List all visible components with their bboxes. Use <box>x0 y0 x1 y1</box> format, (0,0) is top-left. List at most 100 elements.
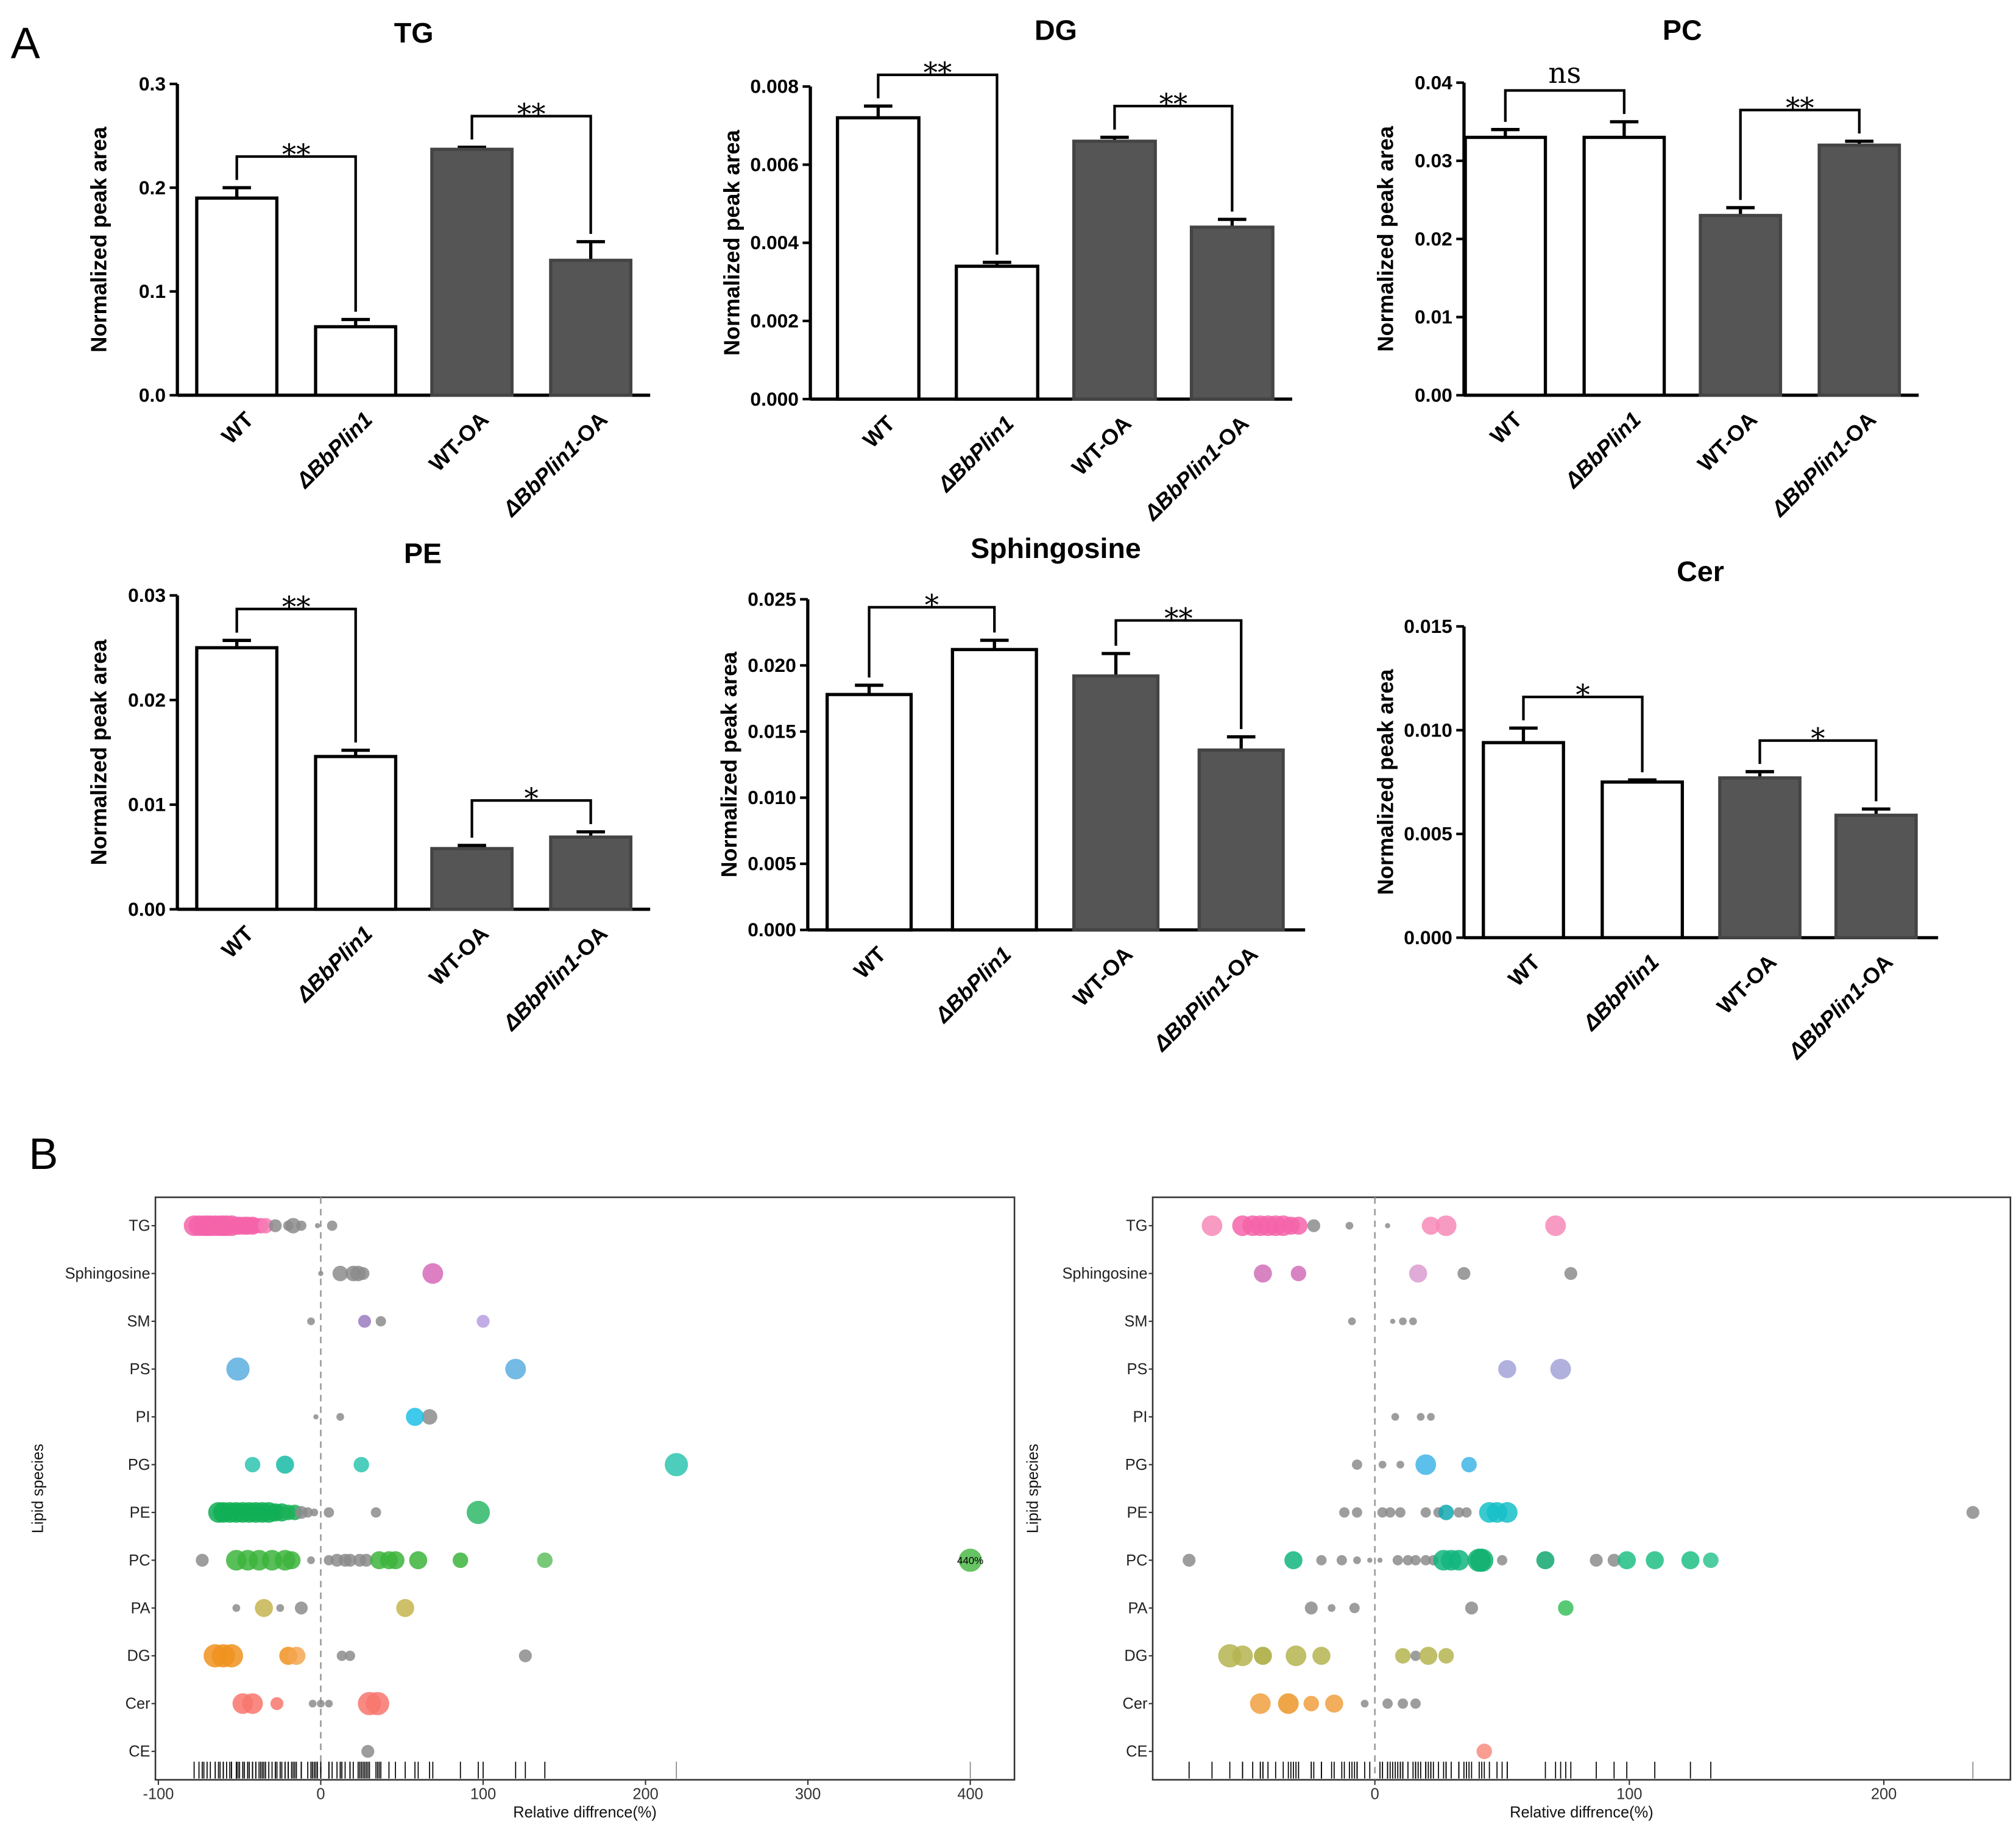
significance-label: ** <box>1786 91 1814 124</box>
bar-wt <box>826 693 913 932</box>
y-tick-label: 0.01 <box>128 794 166 816</box>
data-point-pe <box>1385 1507 1396 1518</box>
x-tick-label-italic: ΔBbPlin1 <box>1577 949 1664 1036</box>
bar-wt <box>195 646 279 911</box>
bar-wt-oa <box>1699 214 1783 397</box>
x-tick-label: 300 <box>795 1786 821 1803</box>
y-axis-label: Normalized peak area <box>719 129 744 355</box>
data-point-pi <box>1417 1413 1425 1421</box>
data-point-pc <box>1410 1555 1421 1566</box>
bar-chart-pc: PC Normalized peak area 0.00 0.01 0.02 0.03 0.… <box>1373 15 1919 522</box>
data-point-dg <box>1410 1650 1421 1661</box>
data-point-pc <box>1536 1551 1555 1570</box>
data-point-pc <box>1284 1551 1303 1570</box>
data-point-cer <box>270 1697 284 1710</box>
data-point-pc <box>1316 1555 1327 1566</box>
data-point-ce <box>361 1745 375 1758</box>
data-point-pe <box>370 1507 381 1518</box>
data-point-sm <box>1348 1317 1356 1326</box>
significance-bracket <box>1504 89 1626 122</box>
data-point-pc <box>1448 1550 1470 1571</box>
data-point-pc <box>537 1552 553 1569</box>
data-point-pa <box>255 1598 274 1617</box>
x-tick-label-italic: ΔBbPlin1 <box>497 436 584 522</box>
y-tick-label: 0.02 <box>1415 228 1452 250</box>
x-tick-label: WT-OA <box>1712 949 1781 1018</box>
y-tick-label: 0.015 <box>1404 615 1452 637</box>
y-tick-label-tg: TG <box>129 1218 150 1235</box>
data-point-pg <box>1351 1459 1362 1470</box>
data-point-pg <box>1378 1461 1387 1469</box>
data-point-pi <box>336 1413 344 1421</box>
y-axis-label: Normalized peak area <box>87 126 111 352</box>
significance-label: ** <box>517 97 546 130</box>
data-point-pc <box>343 1553 357 1567</box>
data-point-cer <box>317 1700 325 1708</box>
y-tick-label-pc: PC <box>129 1552 150 1569</box>
x-tick-label: WT <box>216 921 258 963</box>
data-point-tg <box>296 1220 306 1231</box>
x-tick-label: WT <box>858 411 900 453</box>
significance-label: * <box>524 782 538 815</box>
data-point-pc <box>1618 1551 1636 1570</box>
data-point-tg <box>327 1220 338 1231</box>
y-tick-label: 0.015 <box>748 721 796 743</box>
data-point-tg <box>269 1219 282 1232</box>
x-axis-label: Relative diffrence(%) <box>1510 1804 1653 1821</box>
chart-title: PE <box>404 537 442 569</box>
data-point-pa <box>276 1604 285 1612</box>
bar-delta-bbplin1-oa <box>549 258 633 397</box>
data-point-dg <box>336 1650 347 1661</box>
bar-delta-bbplin1-oa <box>1189 225 1275 401</box>
significance-bracket <box>1739 108 1861 200</box>
y-tick-label-dg: DG <box>127 1648 150 1665</box>
x-axis-label: Relative diffrence(%) <box>513 1804 657 1821</box>
significance-bracket <box>868 605 996 678</box>
data-point-pe <box>466 1500 490 1524</box>
y-tick-label-ce: CE <box>1126 1743 1147 1760</box>
data-point-pa <box>232 1604 241 1612</box>
x-tick-label: 0 <box>1371 1786 1379 1803</box>
y-tick-label-pe: PE <box>1127 1504 1148 1521</box>
data-point-sphingosine <box>1564 1267 1577 1280</box>
y-tick-label: 0.025 <box>748 588 796 610</box>
data-point-cer <box>1303 1695 1319 1712</box>
x-tick-label: WT-OA <box>1692 407 1762 476</box>
significance-bracket <box>235 155 357 312</box>
panel-label-b: B <box>29 1130 58 1179</box>
data-point-dg <box>518 1649 532 1662</box>
data-point-pc <box>409 1551 428 1570</box>
data-point-dg <box>1438 1648 1454 1664</box>
data-point-sm <box>307 1317 315 1326</box>
data-point-sphingosine <box>332 1265 348 1282</box>
data-point-ps <box>1498 1360 1516 1378</box>
data-point-sphingosine <box>318 1271 324 1276</box>
significance-label: ns <box>1548 57 1581 90</box>
bar-wt <box>1463 135 1547 397</box>
data-point-pe <box>1420 1507 1431 1518</box>
data-point-sphingosine <box>1254 1264 1272 1283</box>
y-tick-label: 0.004 <box>750 231 799 253</box>
bar-delta-bbplin1 <box>955 264 1039 401</box>
data-point-pc <box>1183 1553 1196 1567</box>
data-point-pi <box>1391 1413 1399 1421</box>
y-axis-label: Lipid species <box>30 1444 47 1533</box>
y-tick-label-pi: PI <box>1133 1408 1147 1425</box>
data-point-pe <box>302 1507 313 1518</box>
bar-delta-bbplin1-oa <box>1817 143 1901 397</box>
bar-wt <box>835 116 921 401</box>
y-tick-label: 0.03 <box>128 584 166 606</box>
data-point-sphingosine <box>422 1263 444 1284</box>
data-point-cer <box>325 1700 333 1708</box>
data-point-pa <box>396 1598 414 1617</box>
y-tick-label-sphingosine: Sphingosine <box>65 1265 150 1282</box>
data-point-sm <box>1399 1317 1407 1326</box>
bar-chart-tg: TG Normalized peak area 0.0 0.1 0.2 0.3 WT ΔBbP… <box>87 17 651 522</box>
chart-title: Cer <box>1677 556 1724 587</box>
bar-wt <box>1482 741 1565 939</box>
bar-delta-bbplin1 <box>950 648 1038 932</box>
data-point-pe <box>1461 1507 1472 1518</box>
y-axis-label: Normalized peak area <box>716 651 741 877</box>
significance-bracket <box>1758 739 1878 802</box>
